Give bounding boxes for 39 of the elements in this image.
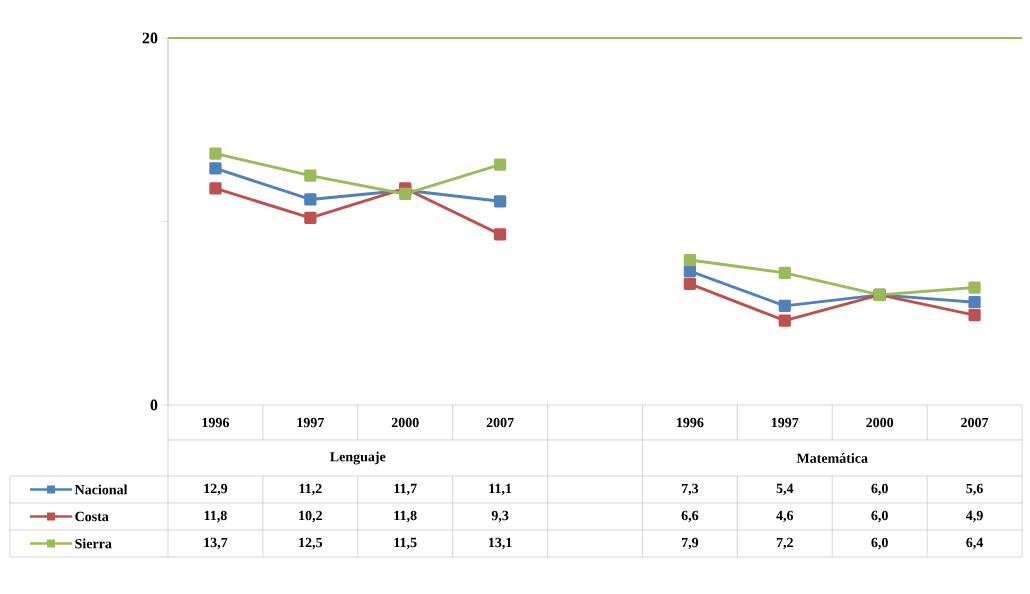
data-label: 6,0 (871, 510, 888, 523)
y-tick-label: 0 (150, 399, 158, 411)
legend-label: Costa (75, 511, 109, 522)
x-tick-label: 2007 (961, 417, 989, 428)
data-label: 11,2 (299, 483, 322, 496)
data-label: 7,3 (681, 483, 699, 496)
data-label: 11,5 (394, 537, 417, 550)
data-label: 5,6 (966, 483, 983, 496)
data-label: 11,7 (394, 483, 417, 496)
data-label: 4,9 (966, 510, 983, 523)
y-tick-label: 20 (142, 32, 158, 44)
x-tick-label: 1997 (771, 417, 799, 428)
data-label: 7,9 (681, 537, 699, 550)
data-label: 13,7 (204, 537, 228, 550)
x-tick-label: 2000 (866, 417, 894, 428)
data-label: 6,0 (871, 483, 888, 496)
data-label: 13,1 (488, 537, 512, 550)
data-label: 7,2 (776, 537, 793, 550)
data-label: 6,0 (871, 537, 888, 550)
data-label: 4,6 (776, 510, 794, 523)
data-label: 9,3 (491, 510, 509, 523)
legend-label: Nacional (74, 484, 128, 495)
text: Matemática (796, 453, 868, 463)
x-tick-label: 2000 (391, 417, 419, 428)
data-label: 11,8 (394, 510, 417, 523)
data-label: 12,9 (204, 483, 228, 496)
legend-label: Sierra (75, 538, 112, 549)
x-tick-label: 1996 (677, 417, 704, 428)
x-tick-label: 1997 (297, 417, 324, 428)
data-label: 10,2 (299, 510, 322, 523)
data-label: 11,1 (489, 483, 512, 496)
x-tick-label: 2007 (486, 417, 514, 428)
data-label: 6,6 (681, 510, 699, 523)
data-label: 5,4 (776, 483, 794, 496)
data-label: 12,5 (299, 537, 323, 550)
x-tick-label: 1996 (202, 417, 230, 428)
data-label: 6,4 (966, 537, 984, 550)
text: Lenguaje (330, 451, 386, 465)
data-label: 11,8 (204, 510, 227, 523)
